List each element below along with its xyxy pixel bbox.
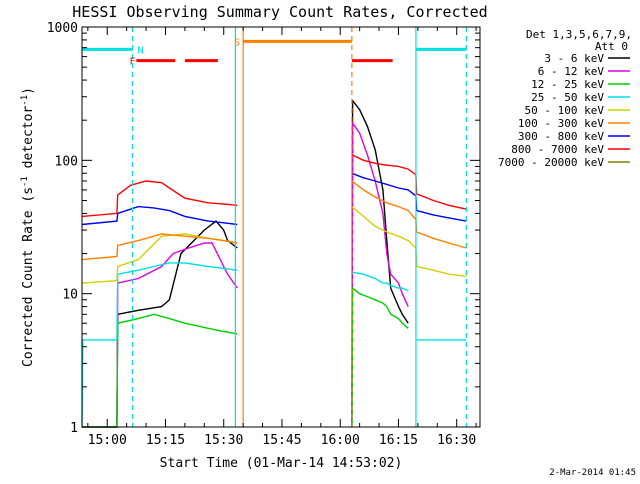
plot-frame [81, 26, 481, 428]
series-line-1 [351, 121, 409, 428]
y-tick-label: 10 [62, 288, 78, 303]
x-tick-label: 16:15 [379, 433, 418, 448]
legend-label-4: 50 - 100 keV [525, 104, 605, 117]
y-tick-label: 100 [55, 154, 78, 169]
legend-label-3: 25 - 50 keV [531, 91, 604, 104]
series-line-7 [81, 180, 238, 218]
x-tick-label: 15:00 [88, 433, 127, 448]
series-line-2 [82, 313, 238, 428]
y-axis-label-sup1: -1 [20, 176, 30, 187]
series-line-1 [82, 242, 238, 428]
chart-title: HESSI Observing Summary Count Rates, Cor… [72, 3, 487, 21]
series-line-2 [351, 286, 409, 428]
x-tick-label: 15:45 [262, 433, 301, 448]
x-tick-label: 16:00 [321, 433, 360, 448]
legend-label-0: 3 - 6 keV [544, 52, 604, 65]
x-tick-label: 16:30 [437, 433, 476, 448]
y-axis-label-mid: detector [21, 106, 36, 177]
series-line-5 [351, 180, 467, 249]
legend-label-8: 7000 - 20000 keV [498, 156, 604, 169]
series-line-4 [351, 206, 467, 277]
legend-header-1: Det 1,3,5,6,7,9, [526, 28, 632, 41]
y-axis-label-end: ) [21, 87, 36, 95]
series-line-3 [351, 271, 409, 292]
legend-label-1: 6 - 12 keV [538, 65, 605, 78]
y-axis: 1 10 100 1000 [47, 21, 480, 436]
series-line-6 [351, 172, 467, 222]
x-tick-label: 15:15 [146, 433, 185, 448]
series-line-0 [351, 98, 409, 428]
flag-label-n: N [137, 45, 143, 56]
x-axis-label: Start Time (01-Mar-14 14:53:02) [160, 456, 403, 471]
series-line-4 [81, 233, 238, 284]
legend-label-2: 12 - 25 keV [531, 78, 604, 91]
y-tick-label: 1 [70, 421, 78, 436]
flag-label-f: F [130, 57, 136, 68]
series-line-7 [351, 154, 467, 210]
legend-label-5: 100 - 300 keV [518, 117, 604, 130]
plot-annotations: NF S [82, 27, 468, 427]
x-axis: 15:00 15:15 15:30 15:45 16:00 16:15 16:30 [87, 27, 477, 448]
legend-header-2: Att 0 [595, 40, 628, 53]
legend-label-7: 800 - 7000 keV [511, 143, 604, 156]
series-line-5 [81, 233, 238, 261]
y-axis-label-main: Corrected Count Rate (s [21, 187, 36, 367]
footer-timestamp: 2-Mar-2014 01:45 [549, 468, 636, 478]
series-line-3 [81, 262, 238, 428]
legend-label-6: 300 - 800 keV [518, 130, 604, 143]
series-line-6 [81, 205, 238, 226]
x-tick-label: 15:30 [204, 433, 243, 448]
y-axis-label-sup2: -1 [20, 95, 30, 106]
y-axis-label: Corrected Count Rate (s-1 detector-1) [20, 87, 36, 367]
flag-label-s: S [234, 37, 240, 48]
y-tick-label: 1000 [47, 21, 78, 36]
plot-lines [81, 98, 467, 428]
series-line-0 [82, 220, 238, 428]
